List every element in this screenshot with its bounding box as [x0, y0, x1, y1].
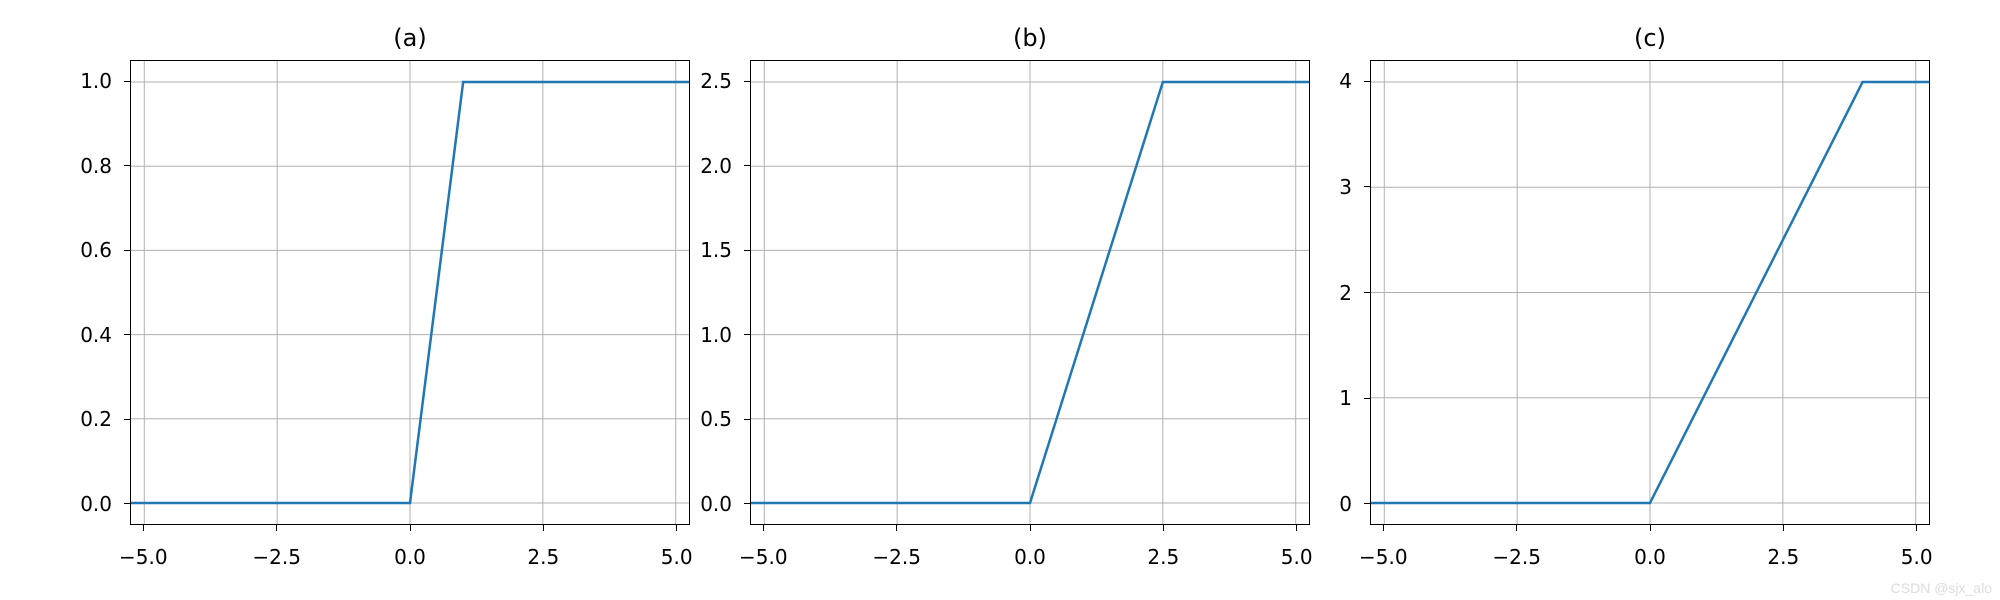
ytick-label: 0	[1339, 492, 1352, 516]
ytick-label: 0.0	[700, 492, 732, 516]
plot-area-c	[1370, 60, 1930, 525]
ytick-label: 1.0	[80, 69, 112, 93]
xtick-label: 2.5	[1147, 545, 1179, 569]
ytick	[124, 165, 130, 166]
xtick-label: −5.0	[739, 545, 788, 569]
xtick-label: −5.0	[119, 545, 168, 569]
xtick-label: 0.0	[1014, 545, 1046, 569]
panel-a: (a)−5.0−2.50.02.55.00.00.20.40.60.81.0	[130, 60, 690, 525]
xtick-label: −5.0	[1359, 545, 1408, 569]
plot-area-b	[750, 60, 1310, 525]
xtick	[763, 525, 764, 531]
plot-svg-c	[1371, 61, 1929, 524]
ytick	[1364, 398, 1370, 399]
ytick	[744, 165, 750, 166]
ytick-label: 0.6	[80, 238, 112, 262]
ytick	[124, 419, 130, 420]
ytick	[744, 334, 750, 335]
plot-svg-a	[131, 61, 689, 524]
ytick	[124, 334, 130, 335]
ytick	[1364, 503, 1370, 504]
panel-title-b: (b)	[750, 24, 1310, 52]
ytick	[744, 81, 750, 82]
ytick-label: 2.0	[700, 154, 732, 178]
ytick	[124, 503, 130, 504]
ytick-label: 0.2	[80, 407, 112, 431]
plot-area-a	[130, 60, 690, 525]
ytick	[1364, 186, 1370, 187]
xtick	[543, 525, 544, 531]
xtick	[1163, 525, 1164, 531]
ytick	[1364, 292, 1370, 293]
ytick-label: 0.4	[80, 323, 112, 347]
xtick	[1030, 525, 1031, 531]
ytick-label: 0.0	[80, 492, 112, 516]
xtick	[1516, 525, 1517, 531]
xtick	[410, 525, 411, 531]
xtick	[896, 525, 897, 531]
xtick	[1383, 525, 1384, 531]
xtick	[143, 525, 144, 531]
xtick-label: 0.0	[394, 545, 426, 569]
ytick-label: 4	[1339, 69, 1352, 93]
figure: (a)−5.0−2.50.02.55.00.00.20.40.60.81.0(b…	[0, 0, 2000, 600]
panel-b: (b)−5.0−2.50.02.55.00.00.51.01.52.02.5	[750, 60, 1310, 525]
ytick-label: 0.5	[700, 407, 732, 431]
xtick	[276, 525, 277, 531]
xtick	[1650, 525, 1651, 531]
ytick	[744, 250, 750, 251]
xtick	[1296, 525, 1297, 531]
ytick	[744, 419, 750, 420]
panel-c: (c)−5.0−2.50.02.55.001234	[1370, 60, 1930, 525]
ytick	[124, 250, 130, 251]
plot-svg-b	[751, 61, 1309, 524]
xtick-label: −2.5	[872, 545, 921, 569]
xtick	[1916, 525, 1917, 531]
xtick-label: 5.0	[661, 545, 693, 569]
panel-title-a: (a)	[130, 24, 690, 52]
panel-title-c: (c)	[1370, 24, 1930, 52]
xtick-label: −2.5	[1492, 545, 1541, 569]
xtick-label: 5.0	[1901, 545, 1933, 569]
xtick-label: 2.5	[1767, 545, 1799, 569]
ytick-label: 3	[1339, 175, 1352, 199]
ytick-label: 1.0	[700, 323, 732, 347]
xtick	[676, 525, 677, 531]
xtick-label: −2.5	[252, 545, 301, 569]
ytick	[1364, 81, 1370, 82]
xtick-label: 0.0	[1634, 545, 1666, 569]
watermark: CSDN @sjx_alo	[1891, 580, 1992, 596]
ytick	[124, 81, 130, 82]
ytick-label: 0.8	[80, 154, 112, 178]
ytick-label: 2	[1339, 281, 1352, 305]
ytick-label: 2.5	[700, 69, 732, 93]
ytick-label: 1.5	[700, 238, 732, 262]
xtick	[1783, 525, 1784, 531]
xtick-label: 5.0	[1281, 545, 1313, 569]
xtick-label: 2.5	[527, 545, 559, 569]
ytick-label: 1	[1339, 386, 1352, 410]
ytick	[744, 503, 750, 504]
